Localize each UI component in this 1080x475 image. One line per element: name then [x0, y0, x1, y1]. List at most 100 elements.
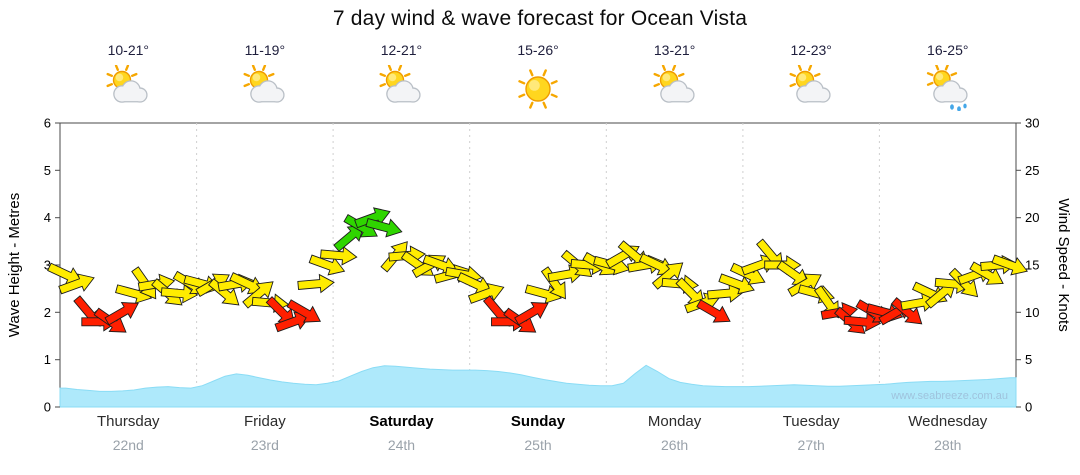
day-header: 11-19°: [197, 42, 334, 111]
day-header: 15-26°: [470, 42, 607, 111]
right-tick-label: 25: [1025, 163, 1039, 178]
wind-arrow: [696, 299, 731, 323]
wind-arrow: [160, 283, 199, 304]
left-axis-title: Wave Height - Metres: [6, 192, 23, 338]
sun-icon: [518, 69, 558, 109]
day-temp-range: 10-21°: [107, 42, 149, 58]
left-tick-label: 3: [44, 258, 51, 273]
day-date: 27th: [797, 437, 825, 453]
day-temp-range: 11-19°: [244, 42, 286, 58]
left-tick-label: 2: [44, 305, 51, 320]
rain-drops-icon: [949, 103, 967, 111]
left-axis-ticks: 0 1 2 3 4 5 6: [44, 116, 60, 415]
wind-arrow: [969, 261, 1004, 285]
day-name: Wednesday: [908, 413, 988, 430]
wind-arrow: [540, 266, 566, 300]
day-temp-range: 12-21°: [380, 42, 423, 58]
weather-icon: [243, 65, 285, 103]
wind-arrow: [514, 302, 549, 326]
wind-arrow: [467, 282, 505, 304]
cloud-icon: [796, 80, 831, 103]
cloud-icon: [932, 80, 968, 103]
wind-arrow: [320, 246, 358, 266]
wave-height-area: [59, 364, 1017, 408]
wind-arrow: [787, 273, 822, 297]
day-footer: Wednesday 28th: [879, 413, 1016, 453]
cloud-icon: [659, 80, 695, 103]
day-name: Friday: [244, 413, 286, 430]
left-tick-label: 4: [44, 210, 51, 225]
left-tick-label: 1: [44, 352, 51, 367]
day-date: 23rd: [250, 437, 279, 453]
weather-icon: [518, 69, 558, 109]
day-name: Thursday: [97, 413, 160, 430]
weather-icon: [653, 65, 695, 103]
day-footer: Tuesday 27th: [743, 413, 880, 453]
wind-arrow: [208, 278, 240, 306]
wind-arrow: [104, 302, 139, 326]
wind-arrow: [991, 254, 1028, 276]
wind-arrow: [242, 281, 274, 309]
left-tick-label: 6: [44, 116, 51, 131]
wind-arrow: [286, 299, 322, 323]
wind-arrow: [524, 284, 562, 304]
wind-arrow: [333, 224, 365, 252]
page-title: 7 day wind & wave forecast for Ocean Vis…: [332, 7, 748, 30]
day-headers: 10-21° 11-19° 12-21° 15-26° 13-21° 12-23° 16-2…: [60, 42, 1016, 111]
wind-arrows: [47, 207, 1028, 334]
wind-arrow: [58, 273, 95, 295]
wind-arrow: [890, 297, 923, 325]
wind-arrow: [297, 273, 335, 294]
weather-icon: [789, 65, 831, 103]
weather-icon: [926, 65, 968, 111]
day-footer: Sunday 25th: [470, 413, 607, 453]
day-date: 28th: [934, 437, 962, 453]
day-footer: Saturday 24th: [333, 413, 470, 453]
day-header: 13-21°: [606, 42, 743, 111]
day-name: Tuesday: [782, 413, 840, 430]
day-date: 26th: [660, 437, 689, 453]
day-header: 12-21°: [333, 42, 470, 111]
wind-arrow: [547, 264, 586, 284]
day-footer: Friday 23rd: [197, 413, 334, 453]
day-name: Monday: [647, 413, 702, 430]
cloud-icon: [113, 80, 148, 103]
wind-arrow: [651, 262, 684, 290]
day-footer: Monday 26th: [606, 413, 743, 453]
right-tick-label: 15: [1025, 258, 1039, 273]
day-name: Sunday: [510, 413, 566, 430]
right-axis-title: Wind Speed - Knots: [1055, 198, 1072, 332]
day-header: 16-25°: [879, 42, 1016, 111]
day-header: 10-21°: [60, 42, 197, 111]
left-tick-label: 0: [44, 400, 51, 415]
right-tick-label: 5: [1025, 352, 1032, 367]
day-footer: Thursday 22nd: [60, 413, 197, 453]
day-header: 12-23°: [743, 42, 880, 111]
cloud-icon: [386, 80, 422, 103]
day-name: Saturday: [369, 413, 434, 430]
right-tick-label: 20: [1025, 210, 1039, 225]
day-temp-range: 12-23°: [790, 42, 832, 58]
plot-border: [59, 122, 1017, 408]
day-date: 22nd: [112, 437, 144, 453]
day-temp-range: 16-25°: [927, 42, 969, 58]
right-tick-label: 30: [1025, 116, 1039, 131]
left-tick-label: 5: [44, 163, 51, 178]
day-date: 25th: [524, 437, 552, 453]
right-axis-ticks: 0 5 10 15 20 25 30: [1016, 116, 1039, 415]
day-footers: Thursday 22nd Friday 23rd Saturday 24th Sunday…: [60, 413, 1016, 453]
cloud-icon: [250, 80, 285, 103]
right-tick-label: 10: [1025, 305, 1039, 320]
day-temp-range: 13-21°: [653, 42, 696, 58]
watermark: www.seabreeze.com.au: [890, 390, 1008, 402]
wind-arrow: [718, 273, 755, 295]
right-tick-label: 0: [1025, 400, 1032, 415]
weather-icon: [379, 65, 422, 103]
wind-arrow: [308, 254, 346, 276]
weather-icon: [106, 65, 148, 103]
day-temp-range: 15-26°: [517, 42, 559, 58]
wind-arrow: [843, 312, 882, 332]
day-date: 24th: [387, 437, 416, 453]
